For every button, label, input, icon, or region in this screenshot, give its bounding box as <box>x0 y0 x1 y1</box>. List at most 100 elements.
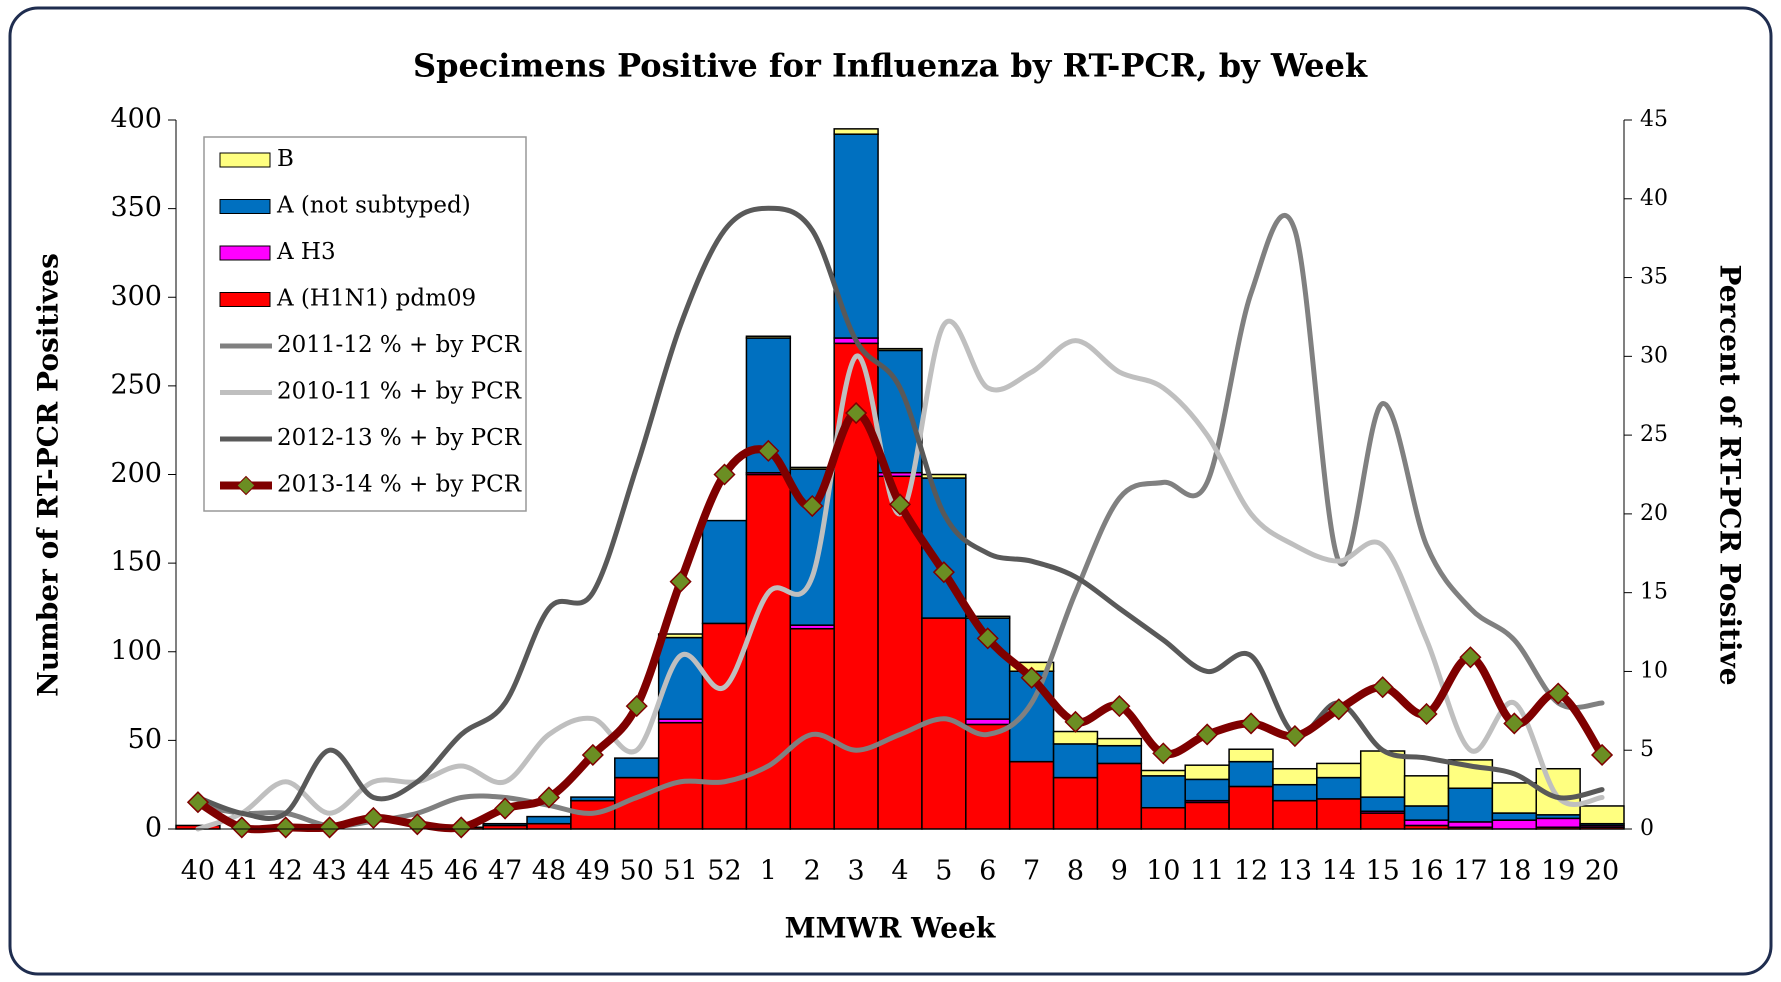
x-tick-label: 15 <box>1365 856 1399 887</box>
line-marker <box>757 439 780 462</box>
x-tick-label: 46 <box>444 856 478 887</box>
bar-segment <box>965 617 1011 720</box>
bar-segment <box>745 335 792 339</box>
bar-segment <box>745 473 792 830</box>
line-marker <box>450 816 473 839</box>
y2-tick-label: 25 <box>1640 422 1668 447</box>
line-marker <box>1152 742 1175 765</box>
y2-tick-label: 0 <box>1640 816 1654 841</box>
line-marker <box>1239 712 1263 735</box>
bar-segment <box>965 723 1011 830</box>
line-marker <box>581 743 604 767</box>
legend-marker <box>236 475 256 496</box>
legend-label: A (not subtyped) <box>276 193 471 219</box>
line-marker <box>494 797 517 820</box>
line-marker <box>669 570 692 593</box>
bar-segment <box>1140 806 1186 830</box>
bar-segment <box>1359 796 1406 813</box>
line-series <box>195 212 1605 829</box>
line-marker <box>318 816 341 839</box>
line-marker <box>1196 723 1219 746</box>
line-marker <box>186 791 209 814</box>
x-tick-label: 49 <box>576 856 610 887</box>
legend-label: 2010-11 % + by PCR <box>277 379 522 405</box>
line-marker <box>888 493 912 516</box>
line-marker <box>1283 724 1306 748</box>
x-tick-label: 45 <box>400 856 434 887</box>
x-tick-label: 2 <box>804 856 821 887</box>
bar-segment <box>1403 819 1450 827</box>
bar-segment <box>1491 782 1537 814</box>
bar-segment <box>526 815 572 825</box>
bar-segment <box>1228 748 1274 763</box>
bar-segment <box>657 721 704 830</box>
bar-segment <box>1228 785 1274 830</box>
x-tick-label: 40 <box>181 856 215 887</box>
y2-tick-label: 40 <box>1640 186 1668 211</box>
line-marker <box>1020 666 1043 689</box>
line-marker <box>1415 702 1438 726</box>
bar-segment <box>1052 730 1099 745</box>
bar-segment <box>1403 775 1450 807</box>
x-tick-label: 3 <box>848 856 865 887</box>
x-tick-label: 16 <box>1409 856 1443 887</box>
bar-segment <box>1096 762 1143 830</box>
bar-segment <box>1316 762 1362 779</box>
bar-segment <box>1184 764 1230 781</box>
line-marker <box>230 816 253 839</box>
y-tick-label: 100 <box>110 635 162 666</box>
y2-tick-label: 30 <box>1640 343 1668 368</box>
bar-segment <box>1272 767 1318 786</box>
legend-swatch <box>219 292 271 307</box>
legend-label: A (H1N1) pdm09 <box>276 286 476 312</box>
x-tick-label: 41 <box>225 856 259 887</box>
x-tick-label: 11 <box>1190 856 1224 887</box>
bar-segment <box>1052 776 1099 830</box>
y2-tick-label: 15 <box>1640 580 1668 605</box>
x-tick-label: 20 <box>1585 856 1619 887</box>
bar-segment <box>1447 787 1494 823</box>
x-tick-label: 6 <box>979 856 996 887</box>
y2-tick-label: 35 <box>1640 265 1668 290</box>
x-axis-title: MMWR Week <box>785 912 996 945</box>
line-marker <box>1459 646 1482 669</box>
bar-segment <box>1140 775 1186 809</box>
x-tick-label: 14 <box>1322 856 1356 887</box>
line-marker <box>537 786 561 809</box>
bar-segment <box>1096 744 1143 765</box>
line-marker <box>801 494 824 518</box>
bar-segment <box>833 128 879 135</box>
bar-segment <box>965 718 1011 726</box>
line-marker <box>1327 698 1350 721</box>
bar-segment <box>877 347 923 352</box>
x-tick-label: 17 <box>1453 856 1487 887</box>
y-tick-label: 200 <box>110 458 162 489</box>
legend-label: 2011-12 % + by PCR <box>277 332 522 358</box>
legend: B A (not subtyped) A H3 A (H1N1) pdm09 2011-… <box>203 136 527 512</box>
y2-tick-label: 45 <box>1640 107 1668 132</box>
legend-swatch <box>219 199 271 214</box>
y2-axis-title: Percent of RT-PCR Positive <box>1714 264 1747 685</box>
line-marker <box>1371 676 1394 699</box>
y-tick-label: 400 <box>110 104 162 135</box>
line-marker <box>1503 712 1526 735</box>
y2-tick-label: 10 <box>1640 658 1668 683</box>
bar-segment <box>1052 743 1099 779</box>
bar-segment <box>1272 799 1318 830</box>
y-axis-title: Number of RT-PCR Positives <box>32 253 65 697</box>
x-tick-label: 13 <box>1278 856 1312 887</box>
bar-segment <box>1184 778 1230 802</box>
x-tick-label: 19 <box>1541 856 1575 887</box>
line-marker <box>274 816 297 839</box>
y-tick-label: 0 <box>145 813 162 844</box>
line-marker <box>625 695 648 718</box>
bar-segment <box>1491 819 1537 830</box>
bar-segment <box>701 519 748 625</box>
legend-label: A H3 <box>276 239 336 265</box>
bar-segment <box>1535 817 1581 828</box>
bar-segment <box>1140 769 1186 777</box>
line-marker <box>932 561 955 584</box>
y-tick-label: 300 <box>110 281 162 312</box>
bar-segment <box>1008 760 1055 830</box>
bar-segment <box>921 473 967 479</box>
